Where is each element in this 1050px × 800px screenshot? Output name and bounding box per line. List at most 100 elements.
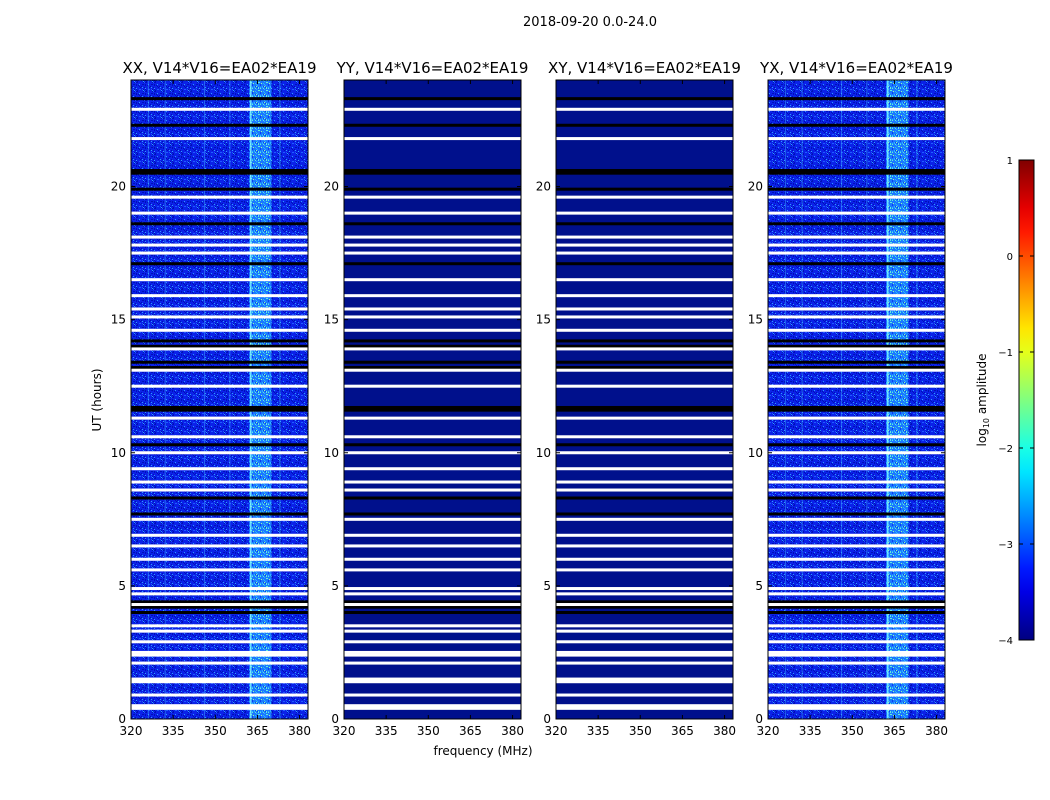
panel-title: YY, V14*V16=EA02*EA19 bbox=[336, 59, 529, 77]
flagged-white-row bbox=[344, 384, 521, 388]
flagged-white-row bbox=[344, 480, 521, 484]
panel-xy: XY, V14*V16=EA02*EA19 320 335 350 365 380 0 5 10… bbox=[536, 59, 741, 738]
flagged-dark-row bbox=[344, 169, 521, 173]
flagged-white-row bbox=[344, 235, 521, 239]
flagged-white-row bbox=[344, 587, 521, 591]
flagged-white-row bbox=[131, 107, 308, 111]
flagged-white-row bbox=[768, 278, 945, 282]
flagged-dark-row bbox=[131, 344, 308, 348]
flagged-dark-row bbox=[344, 339, 521, 343]
flagged-white-row bbox=[556, 488, 733, 492]
flagged-white-row bbox=[556, 347, 733, 351]
flagged-white-row bbox=[131, 294, 308, 298]
colorbar-tick-label: −4 bbox=[998, 636, 1013, 647]
flagged-white-row bbox=[131, 347, 308, 351]
flagged-white-row bbox=[556, 435, 733, 439]
flagged-white-row bbox=[131, 416, 308, 420]
y-tick-label: 0 bbox=[331, 712, 339, 726]
flagged-white-row bbox=[556, 384, 733, 388]
flagged-white-row bbox=[768, 533, 945, 537]
flagged-white-row bbox=[344, 677, 521, 681]
panel-xx: XX, V14*V16=EA02*EA19 320 335 350 365 380 0 5 10… bbox=[111, 59, 317, 738]
flagged-white-row bbox=[768, 435, 945, 439]
flagged-white-row bbox=[344, 211, 521, 215]
panel-image bbox=[131, 80, 308, 719]
rfi-line bbox=[279, 80, 281, 719]
y-tick-label: 20 bbox=[536, 180, 551, 194]
flagged-white-row bbox=[768, 488, 945, 492]
flagged-dark-row bbox=[131, 600, 308, 604]
flagged-dark-row bbox=[556, 344, 733, 348]
flagged-white-row bbox=[556, 592, 733, 596]
flagged-white-row bbox=[131, 706, 308, 710]
flagged-white-row bbox=[344, 624, 521, 628]
flagged-white-row bbox=[556, 603, 733, 607]
flagged-white-row bbox=[556, 587, 733, 591]
flagged-dark-row bbox=[344, 344, 521, 348]
flagged-white-row bbox=[344, 650, 521, 654]
figure-title: 2018-09-20 0.0-24.0 bbox=[523, 15, 657, 30]
flagged-dark-row bbox=[344, 512, 521, 516]
flagged-white-row bbox=[131, 195, 308, 199]
panel-image bbox=[556, 80, 733, 719]
colorbar-tick-label: 0 bbox=[1007, 252, 1013, 263]
flagged-white-row bbox=[344, 328, 521, 332]
flagged-dark-row bbox=[768, 97, 945, 101]
flagged-dark-row bbox=[131, 512, 308, 516]
flagged-white-row bbox=[768, 693, 945, 697]
flagged-white-row bbox=[131, 384, 308, 388]
y-tick-label: 15 bbox=[324, 313, 339, 327]
flagged-dark-row bbox=[556, 512, 733, 516]
y-tick-label: 15 bbox=[536, 313, 551, 327]
panel-frame bbox=[555, 79, 734, 720]
flagged-dark-row bbox=[344, 443, 521, 447]
panel-frame bbox=[343, 79, 522, 720]
flagged-white-row bbox=[131, 307, 308, 311]
flagged-white-row bbox=[556, 653, 733, 657]
flagged-white-row bbox=[768, 368, 945, 372]
flagged-dark-row bbox=[768, 496, 945, 500]
flagged-white-row bbox=[556, 467, 733, 471]
flagged-white-row bbox=[344, 517, 521, 521]
flagged-white-row bbox=[768, 629, 945, 633]
flagged-white-row bbox=[344, 195, 521, 199]
flagged-dark-row bbox=[768, 123, 945, 127]
flagged-dark-row bbox=[556, 360, 733, 364]
flagged-dark-row bbox=[556, 123, 733, 127]
flagged-dark-row bbox=[768, 408, 945, 412]
y-tick-label: 10 bbox=[111, 446, 126, 460]
x-tick-label: 350 bbox=[204, 724, 227, 738]
flagged-white-row bbox=[556, 661, 733, 665]
flagged-white-row bbox=[344, 315, 521, 319]
flagged-dark-row bbox=[768, 605, 945, 609]
colorbar-label-rest: amplitude bbox=[975, 354, 989, 418]
flagged-white-row bbox=[768, 416, 945, 420]
flagged-white-row bbox=[556, 704, 733, 708]
rfi-line bbox=[916, 80, 918, 719]
flagged-white-row bbox=[556, 640, 733, 644]
flagged-white-row bbox=[344, 294, 521, 298]
flagged-dark-row bbox=[131, 97, 308, 101]
flagged-white-row bbox=[556, 650, 733, 654]
colorbar-tick-label: −3 bbox=[998, 540, 1013, 551]
flagged-white-row bbox=[768, 251, 945, 255]
x-tick-label: 380 bbox=[713, 724, 736, 738]
flagged-white-row bbox=[556, 235, 733, 239]
flagged-white-row bbox=[131, 488, 308, 492]
rfi-line bbox=[866, 80, 868, 719]
flagged-white-row bbox=[768, 557, 945, 561]
y-tick-label: 5 bbox=[755, 579, 763, 593]
flagged-white-row bbox=[131, 624, 308, 628]
flagged-white-row bbox=[344, 568, 521, 572]
flagged-dark-row bbox=[131, 605, 308, 609]
flagged-white-row bbox=[768, 467, 945, 471]
y-tick-label: 10 bbox=[748, 446, 763, 460]
flagged-dark-row bbox=[344, 600, 521, 604]
flagged-white-row bbox=[768, 235, 945, 239]
rfi-line bbox=[801, 80, 803, 719]
x-tick-label: 365 bbox=[246, 724, 269, 738]
y-tick-label: 5 bbox=[543, 579, 551, 593]
flagged-white-row bbox=[131, 467, 308, 471]
flagged-white-row bbox=[344, 451, 521, 455]
flagged-dark-row bbox=[556, 408, 733, 412]
